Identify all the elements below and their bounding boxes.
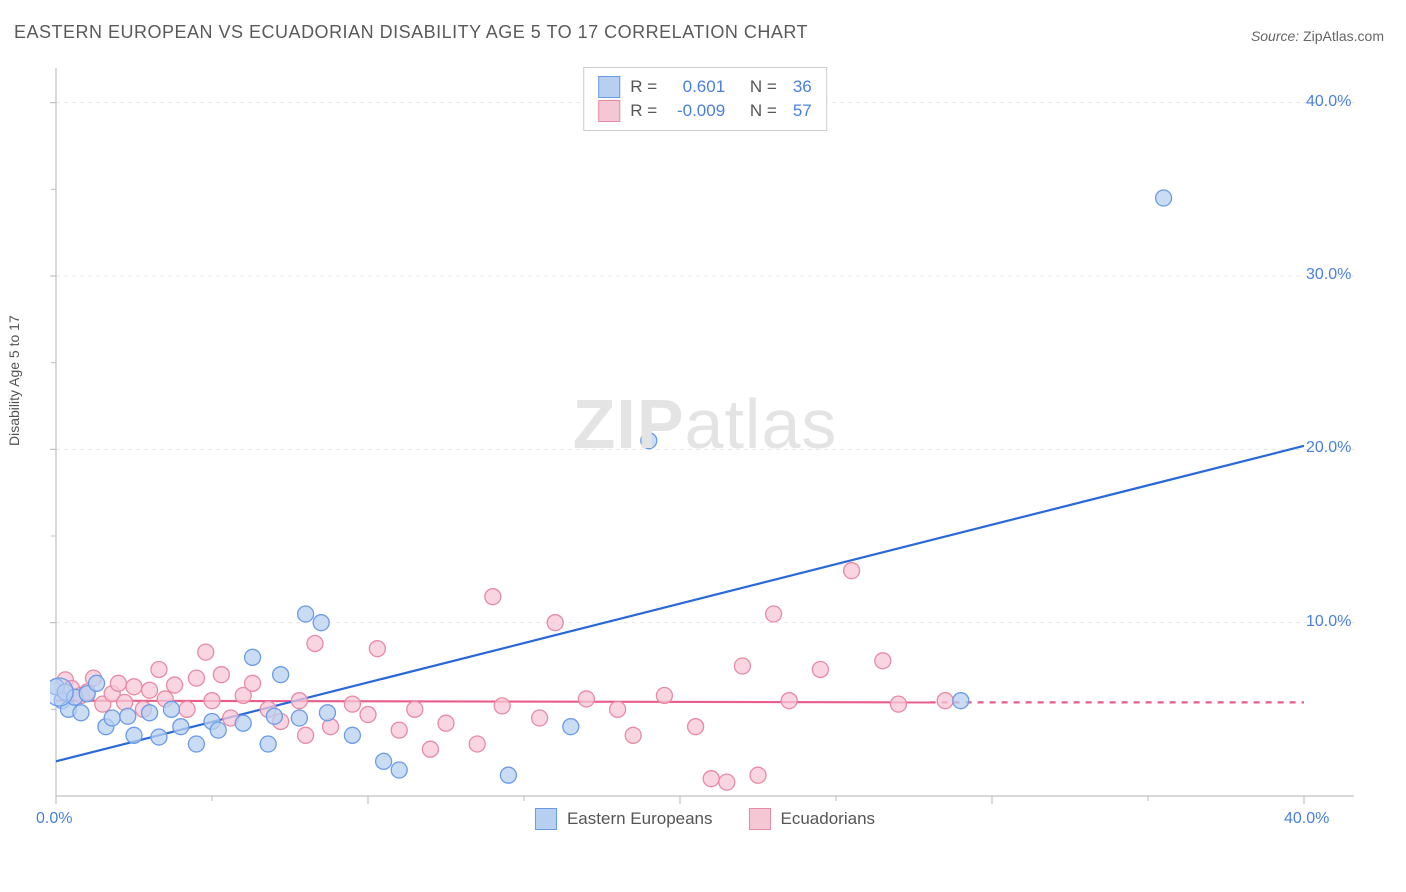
legend-item-eastern: Eastern Europeans	[535, 808, 713, 830]
chart-title: EASTERN EUROPEAN VS ECUADORIAN DISABILIT…	[14, 22, 808, 43]
n-value-eastern: 36	[793, 77, 812, 97]
legend-label-eastern: Eastern Europeans	[567, 809, 713, 829]
scatter-plot	[50, 62, 1360, 832]
n-value-ecuador: 57	[793, 101, 812, 121]
n-label-ecuador: N =	[750, 101, 777, 121]
legend-label-ecuador: Ecuadorians	[781, 809, 876, 829]
x-tick-label: 0.0%	[36, 810, 72, 828]
swatch-ecuador	[598, 100, 620, 122]
y-tick-label: 10.0%	[1306, 613, 1351, 631]
y-tick-label: 20.0%	[1306, 439, 1351, 457]
stats-row-eastern: R = 0.601 N = 36	[598, 76, 812, 98]
stats-row-ecuador: R = -0.009 N = 57	[598, 100, 812, 122]
y-tick-label: 30.0%	[1306, 266, 1351, 284]
stats-legend-box: R = 0.601 N = 36 R = -0.009 N = 57	[583, 67, 827, 131]
y-axis-label: Disability Age 5 to 17	[6, 315, 22, 446]
bottom-legend: Eastern Europeans Ecuadorians	[535, 808, 875, 830]
r-value-ecuador: -0.009	[667, 101, 725, 121]
n-label-eastern: N =	[750, 77, 777, 97]
y-tick-label: 40.0%	[1306, 93, 1351, 111]
source-label: Source:	[1251, 28, 1299, 44]
source-name: ZipAtlas.com	[1303, 28, 1384, 44]
swatch-eastern-legend	[535, 808, 557, 830]
chart-area: ZIPatlas R = 0.601 N = 36 R = -0.009 N =…	[50, 62, 1360, 832]
swatch-ecuador-legend	[749, 808, 771, 830]
x-tick-label: 40.0%	[1284, 810, 1329, 828]
r-label-ecuador: R =	[630, 101, 657, 121]
r-value-eastern: 0.601	[667, 77, 725, 97]
source-attribution: Source: ZipAtlas.com	[1251, 28, 1384, 44]
swatch-eastern	[598, 76, 620, 98]
chart-container: EASTERN EUROPEAN VS ECUADORIAN DISABILIT…	[0, 0, 1406, 892]
r-label-eastern: R =	[630, 77, 657, 97]
legend-item-ecuador: Ecuadorians	[749, 808, 876, 830]
